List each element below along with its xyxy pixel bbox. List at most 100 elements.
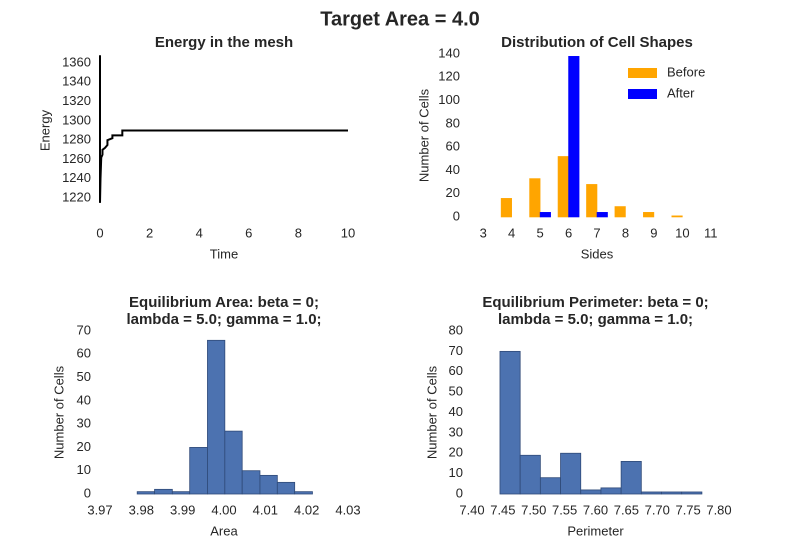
x-tick-label: 7.40 <box>459 502 484 517</box>
y-tick-label: 60 <box>77 346 91 361</box>
y-tick-label: 0 <box>84 485 91 500</box>
x-tick-label: 5 <box>536 225 543 240</box>
figure-title: Target Area = 4.0 <box>320 8 480 30</box>
y-tick-label: 1300 <box>62 112 91 127</box>
y-tick-label: 0 <box>456 485 463 500</box>
histogram-bar <box>661 491 683 495</box>
y-tick-label: 1220 <box>62 189 91 204</box>
bar <box>643 212 655 218</box>
x-tick-label: 4 <box>508 225 515 240</box>
y-tick-label: 40 <box>77 392 91 407</box>
histogram-bar <box>519 454 541 495</box>
legend-label: Before <box>667 64 705 79</box>
x-tick-label: 7.75 <box>675 502 700 517</box>
x-tick-label: 7.60 <box>583 502 608 517</box>
bar <box>671 215 683 218</box>
y-axis-label: Energy <box>37 109 52 151</box>
legend-label: After <box>667 85 695 100</box>
x-tick-label: 4.00 <box>211 502 236 517</box>
x-tick-label: 11 <box>704 225 718 240</box>
legend-swatch <box>628 68 657 78</box>
histogram-bar <box>259 474 278 495</box>
bar <box>586 184 598 218</box>
y-tick-label: 70 <box>77 322 91 337</box>
line-series <box>99 55 348 203</box>
y-tick-label: 10 <box>77 462 91 477</box>
bar <box>539 212 551 218</box>
histogram-bar <box>154 488 173 495</box>
y-tick-label: 0 <box>453 208 460 223</box>
histogram-bar <box>620 460 642 495</box>
x-tick-label: 7.65 <box>614 502 639 517</box>
chart-title: lambda = 5.0; gamma = 1.0; <box>498 311 693 328</box>
bar <box>529 178 541 218</box>
histogram-bar <box>224 430 243 495</box>
chart-title: lambda = 5.0; gamma = 1.0; <box>126 311 321 328</box>
x-tick-label: 3.97 <box>87 502 112 517</box>
y-tick-label: 50 <box>449 384 463 399</box>
histogram-bar <box>136 491 155 495</box>
y-tick-label: 20 <box>449 445 463 460</box>
x-tick-label: 7 <box>593 225 600 240</box>
x-tick-label: 3.98 <box>129 502 154 517</box>
x-tick-label: 7.80 <box>706 502 731 517</box>
x-tick-label: 4 <box>196 225 203 240</box>
y-tick-label: 30 <box>77 416 91 431</box>
histogram-bar <box>640 491 662 495</box>
y-tick-label: 1240 <box>62 170 91 185</box>
x-tick-label: 4.03 <box>335 502 360 517</box>
bar <box>557 156 569 218</box>
x-tick-label: 4.02 <box>294 502 319 517</box>
histogram-bar <box>294 491 313 495</box>
x-tick-label: 7.50 <box>521 502 546 517</box>
histogram-bar <box>171 491 191 495</box>
x-axis-label: Time <box>210 246 238 261</box>
y-tick-label: 1260 <box>62 151 91 166</box>
bar <box>614 206 626 218</box>
x-axis-label: Perimeter <box>567 523 624 538</box>
y-tick-label: 40 <box>446 162 460 177</box>
x-tick-label: 6 <box>245 225 252 240</box>
histogram-bar <box>560 452 582 495</box>
y-tick-label: 30 <box>449 424 463 439</box>
y-tick-label: 1280 <box>62 132 91 147</box>
x-tick-label: 3.99 <box>170 502 195 517</box>
x-tick-label: 2 <box>146 225 153 240</box>
y-tick-label: 70 <box>449 343 463 358</box>
legend-swatch <box>628 89 657 99</box>
x-tick-label: 8 <box>295 225 302 240</box>
histogram-bar <box>580 489 602 495</box>
histogram-bar <box>189 447 208 495</box>
x-tick-label: 9 <box>650 225 657 240</box>
y-axis-label: Number of Cells <box>51 365 66 459</box>
chart-title: Equilibrium Area: beta = 0; <box>129 294 319 311</box>
histogram-bar <box>681 491 703 495</box>
x-tick-label: 4.01 <box>253 502 278 517</box>
y-tick-label: 100 <box>438 92 460 107</box>
y-tick-label: 60 <box>449 363 463 378</box>
y-tick-label: 80 <box>449 322 463 337</box>
bar <box>500 198 512 218</box>
y-tick-label: 140 <box>438 45 460 60</box>
y-tick-label: 1340 <box>62 74 91 89</box>
y-tick-label: 120 <box>438 69 460 84</box>
y-tick-label: 20 <box>446 185 460 200</box>
y-tick-label: 40 <box>449 404 463 419</box>
y-tick-label: 20 <box>77 439 91 454</box>
bar <box>596 212 608 218</box>
y-tick-label: 60 <box>446 139 460 154</box>
x-tick-label: 7.45 <box>490 502 515 517</box>
y-tick-label: 50 <box>77 369 91 384</box>
x-tick-label: 3 <box>480 225 487 240</box>
x-tick-label: 7.55 <box>552 502 577 517</box>
histogram-bar <box>600 487 622 495</box>
x-tick-label: 7.70 <box>645 502 670 517</box>
x-tick-label: 8 <box>622 225 629 240</box>
y-tick-label: 80 <box>446 115 460 130</box>
y-tick-label: 1360 <box>62 54 91 69</box>
histogram-bar <box>207 339 226 495</box>
bar <box>568 56 580 218</box>
x-tick-label: 10 <box>341 225 355 240</box>
histogram-bar <box>276 481 296 495</box>
chart-title: Equilibrium Perimeter: beta = 0; <box>482 294 708 311</box>
